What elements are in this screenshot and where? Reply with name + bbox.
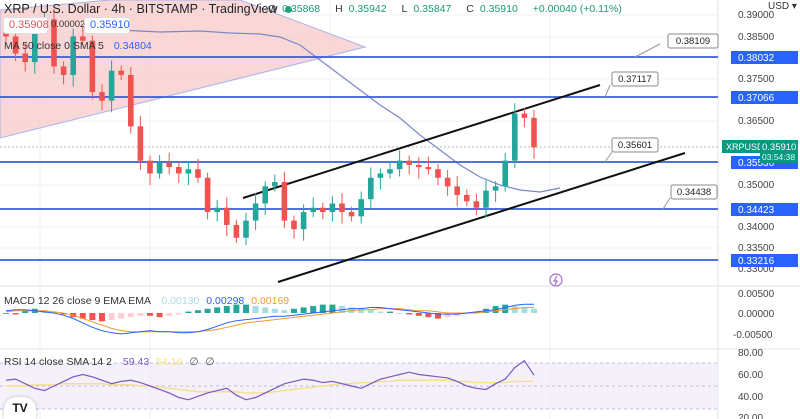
svg-text:0.34423: 0.34423 <box>738 205 775 216</box>
macd-pane: 0.00500 0.00000 -0.00500 <box>3 289 775 341</box>
sell-button[interactable]: 0.35908 <box>3 17 49 34</box>
svg-text:0.37066: 0.37066 <box>738 93 775 104</box>
ma-legend[interactable]: MA 50 close 0 SMA 5 0.34804 <box>4 40 152 52</box>
svg-text:60.00: 60.00 <box>738 370 763 381</box>
svg-text:0.33500: 0.33500 <box>738 243 775 254</box>
currency-selector[interactable]: USD ▾ <box>768 1 797 12</box>
candlesticks <box>3 9 537 246</box>
symbol-title[interactable]: XRP / U.S. Dollar · 4h · BITSTAMP · Trad… <box>4 2 300 16</box>
market-status-icon <box>285 5 293 13</box>
svg-text:XRPUSD: XRPUSD <box>726 142 764 152</box>
ohlc-values: O 0.35868 H 0.35942 L 0.35847 C 0.35910 +0.0… <box>268 3 622 15</box>
svg-text:0.38032: 0.38032 <box>738 53 775 64</box>
svg-text:03:54:38: 03:54:38 <box>762 152 795 162</box>
spread-value: 0.00002 <box>51 19 86 30</box>
rsi-legend[interactable]: RSI 14 close SMA 14 2 59.43 54.16 ∅ ∅ <box>4 356 215 368</box>
svg-text:0.38500: 0.38500 <box>738 32 775 43</box>
macd-legend[interactable]: MACD 12 26 close 9 EMA EMA 0.00130 0.002… <box>4 295 290 307</box>
buy-button[interactable]: 0.35910 <box>84 17 130 34</box>
svg-text:0.00000: 0.00000 <box>738 309 775 320</box>
svg-text:0.00500: 0.00500 <box>738 289 775 300</box>
svg-text:0.35601: 0.35601 <box>618 140 652 151</box>
svg-text:40.00: 40.00 <box>738 392 763 403</box>
svg-text:0.35000: 0.35000 <box>738 180 775 191</box>
svg-text:0.37117: 0.37117 <box>618 74 652 85</box>
svg-text:0.37500: 0.37500 <box>738 74 775 85</box>
svg-text:80.00: 80.00 <box>738 348 763 359</box>
svg-text:0.36500: 0.36500 <box>738 116 775 127</box>
svg-text:0.38109: 0.38109 <box>676 36 710 47</box>
svg-text:0.33216: 0.33216 <box>738 256 775 267</box>
triangle-pattern <box>0 0 367 139</box>
svg-text:20.00: 20.00 <box>738 413 763 419</box>
svg-text:0.34438: 0.34438 <box>677 187 711 198</box>
tradingview-logo-icon[interactable]: TV <box>4 397 36 419</box>
svg-text:-0.00500: -0.00500 <box>733 330 773 341</box>
svg-text:0.33000: 0.33000 <box>738 264 775 275</box>
svg-text:0.35536: 0.35536 <box>738 158 775 169</box>
svg-text:0.34000: 0.34000 <box>738 222 775 233</box>
trend-channel <box>242 84 686 283</box>
price-callouts: 0.38109 0.37117 0.35601 0.34438 <box>604 33 719 210</box>
svg-text:0.39000: 0.39000 <box>738 10 775 21</box>
lightning-alert-icon[interactable] <box>549 273 563 287</box>
svg-text:0.35910: 0.35910 <box>762 142 796 153</box>
rsi-pane: 80.00 60.00 40.00 20.00 <box>0 348 763 419</box>
current-price-badge: XRPUSD 0.35910 03:54:38 <box>722 140 798 163</box>
price-axis: 0.39000 0.38500 0.37500 0.36500 0.35000 … <box>738 10 775 275</box>
